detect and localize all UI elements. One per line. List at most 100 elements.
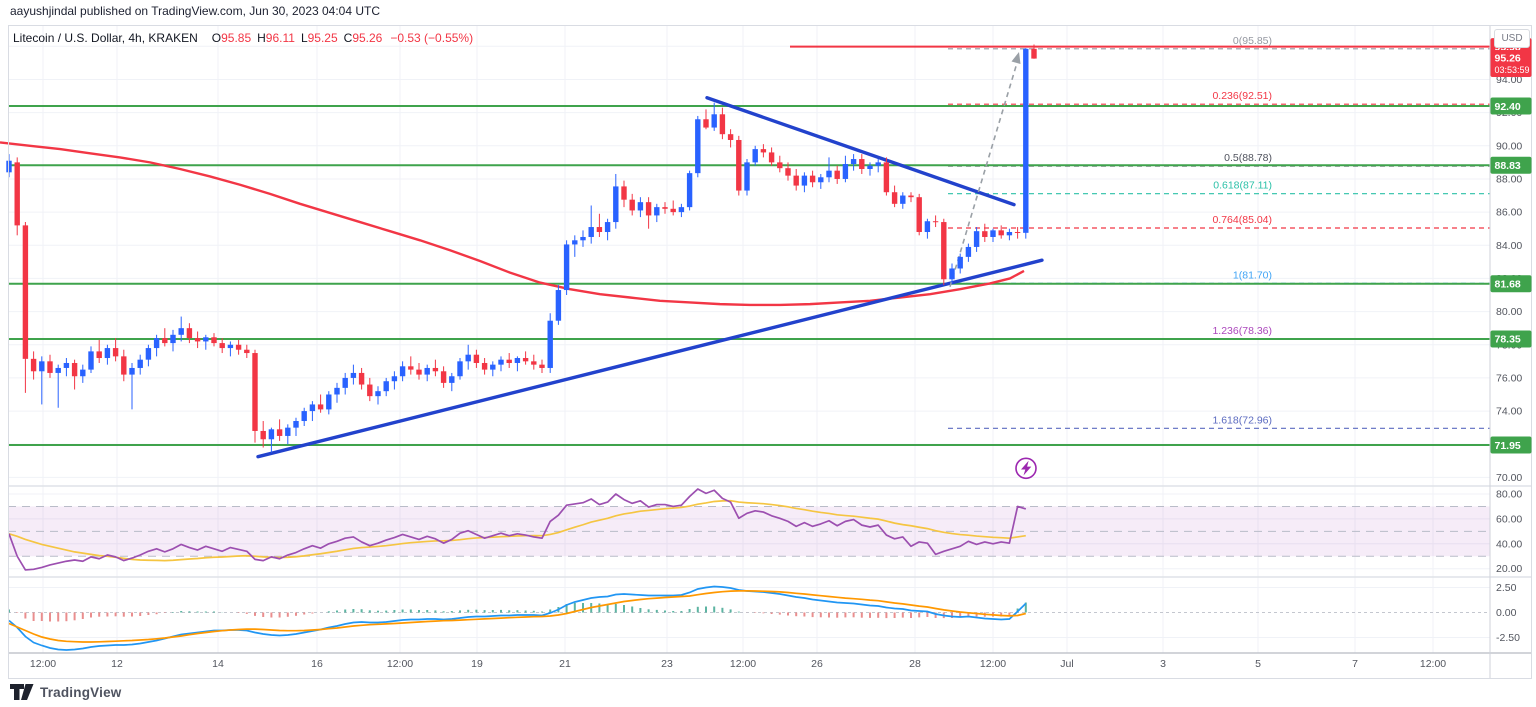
candle-body: [30, 358, 37, 372]
price-tick: 80.00: [1496, 306, 1522, 318]
candle-body: [908, 195, 914, 198]
ohlc-value: 95.26: [352, 31, 383, 45]
candle-body: [1031, 48, 1037, 59]
candle-body: [170, 334, 176, 344]
ascending-trendline[interactable]: [256, 258, 1044, 459]
candle-body: [531, 361, 537, 365]
candle-body: [744, 162, 750, 191]
candle-body: [637, 202, 644, 211]
time-tick: 12:00: [30, 658, 56, 670]
symbol-title: Litecoin / U.S. Dollar, 4h, KRAKEN: [13, 31, 198, 45]
candle-body: [645, 202, 652, 216]
candle-body: [883, 162, 890, 193]
rsi-tick: 20.00: [1496, 563, 1522, 575]
candle-body: [801, 175, 808, 186]
candle-body: [416, 369, 422, 375]
ohlc-key: L: [300, 31, 308, 45]
candle-body: [367, 384, 373, 397]
candle-body: [596, 227, 603, 233]
support-price-tag: 81.68: [1490, 275, 1532, 293]
candle-body: [153, 338, 160, 349]
candle-body: [96, 351, 102, 359]
time-tick: 5: [1255, 658, 1261, 670]
candle-body: [129, 367, 135, 375]
candle-body: [203, 337, 209, 342]
fib-label: 0.618(87.11): [1213, 180, 1272, 192]
currency-usd-button[interactable]: USD: [1494, 29, 1530, 48]
candle-body: [941, 222, 947, 280]
rsi-tick: 40.00: [1496, 538, 1522, 550]
candle-body: [358, 372, 365, 385]
ohlc-key: C: [343, 31, 353, 45]
candle-body: [867, 165, 873, 170]
macd-signal-line: [8, 590, 1027, 643]
candle-body: [465, 354, 471, 362]
candle-body: [252, 353, 258, 431]
time-tick: 28: [909, 658, 921, 670]
ma-line: [0, 141, 1025, 307]
candle-body: [900, 195, 906, 204]
chart-border: [8, 25, 1532, 679]
candle-body: [342, 377, 348, 388]
candle-body: [834, 170, 840, 179]
fib-label: 1.618(72.96): [1212, 414, 1272, 426]
support-price-tag: 88.83: [1490, 156, 1532, 174]
candle-body: [752, 149, 758, 163]
tradingview-logo-icon: [10, 684, 34, 700]
bar-countdown: 03:53:59: [1495, 65, 1530, 75]
candle-body: [375, 391, 381, 397]
candle-body: [957, 256, 963, 269]
ohlc-value: 95.25: [307, 31, 338, 45]
price-tick: 86.00: [1496, 207, 1522, 219]
candle-body: [391, 376, 398, 382]
candle-body: [260, 430, 266, 440]
support-price-tag: 71.95: [1490, 436, 1532, 454]
candle-body: [326, 394, 332, 410]
candle-body: [350, 372, 357, 378]
price-tick: 70.00: [1496, 472, 1522, 484]
candle-body: [490, 364, 496, 370]
breakout-arrow-head: [1011, 52, 1021, 64]
last-price-value: 95.26: [1495, 53, 1521, 65]
candle-body: [580, 236, 586, 241]
candle-body: [244, 349, 250, 354]
candle-body: [235, 344, 242, 350]
candle-body: [514, 358, 521, 363]
time-tick: 23: [661, 658, 673, 670]
rsi-band: [8, 506, 1490, 557]
byline: aayushjindal published on TradingView.co…: [10, 4, 381, 18]
tradingview-logo[interactable]: TradingView: [9, 683, 121, 701]
candle-body: [842, 164, 849, 179]
candle-body: [457, 361, 463, 377]
candle-body: [334, 387, 340, 395]
candle-body: [572, 240, 578, 245]
descending-trendline[interactable]: [705, 96, 1016, 207]
candle-body: [162, 338, 168, 344]
ohlc-value: 95.85: [221, 31, 252, 45]
candle-body: [498, 359, 504, 365]
time-axis[interactable]: [8, 653, 1490, 679]
candle-body: [949, 268, 955, 280]
lightning-icon[interactable]: [1015, 457, 1037, 480]
candle-body: [449, 376, 455, 383]
price-axis[interactable]: [1490, 25, 1532, 653]
time-tick: 12: [111, 658, 123, 670]
candle-body: [760, 149, 767, 153]
candle-body: [178, 328, 184, 335]
breakout-arrow[interactable]: [949, 62, 1018, 287]
candle-body: [80, 369, 86, 377]
candle-body: [145, 348, 152, 360]
support-price-tag-text: 88.83: [1495, 160, 1521, 172]
fib-label: 0(95.85): [1233, 35, 1272, 47]
fib-label: 0.764(85.04): [1212, 214, 1272, 226]
candle-body: [1014, 232, 1021, 234]
candle-body: [268, 429, 275, 440]
candle-body: [859, 159, 865, 170]
change-value: −0.53 (−0.55%): [390, 31, 474, 45]
candle-body: [785, 168, 791, 176]
support-price-tag-text: 81.68: [1495, 279, 1521, 291]
rsi-tick: 80.00: [1496, 489, 1522, 501]
candle-body: [629, 199, 635, 211]
candle-body: [727, 134, 734, 140]
